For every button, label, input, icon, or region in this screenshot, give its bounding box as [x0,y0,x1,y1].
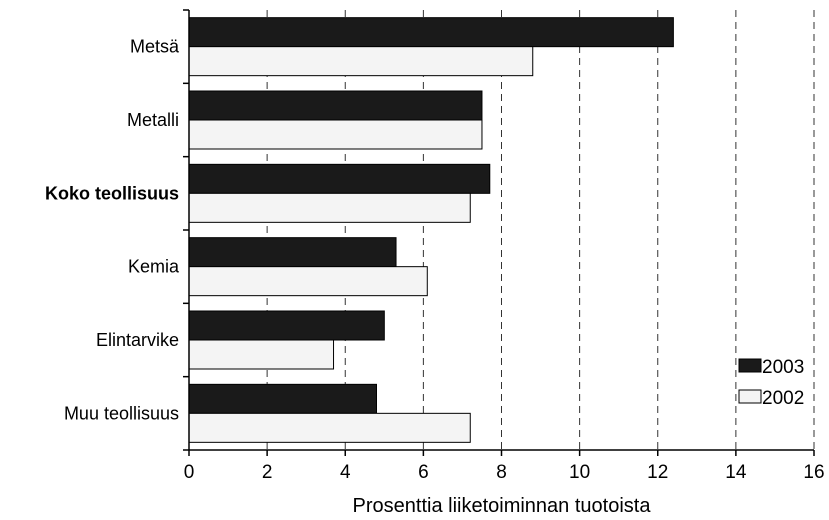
x-tick-label: 16 [803,462,824,483]
x-tick-labels: 0 2 4 6 8 10 12 14 16 [184,462,825,483]
bar-2002-3 [188,266,428,297]
category-label: Metsä [130,37,180,57]
x-tick-label: 2 [262,462,273,483]
legend-label-2002: 2002 [762,388,804,409]
category-label: Koko teollisuus [45,183,179,203]
x-tick-label: 14 [725,462,747,483]
bar-2003-2 [188,163,491,194]
x-tick-label: 0 [184,462,195,483]
bar-2002-1 [188,119,483,150]
x-tick-label: 6 [418,462,429,483]
legend-label-2003: 2003 [762,357,804,378]
legend-swatch-2002 [738,389,762,404]
bars [188,17,674,443]
bar-2003-5 [188,383,377,414]
gridlines [266,10,815,450]
x-tick-label: 8 [496,462,507,483]
bar-2003-4 [188,310,385,341]
legend-swatch-2003 [738,358,762,373]
bar-2002-0 [188,46,534,77]
bar-2003-0 [188,17,674,48]
legend: 2003 2002 [738,357,804,409]
category-label: Elintarvike [96,330,179,350]
category-labels: Metsä Metalli Koko teollisuus Kemia Elintarv… [45,37,180,424]
axes [183,9,815,456]
x-tick-label: 4 [340,462,351,483]
bar-2003-3 [188,237,397,268]
x-tick-label: 10 [569,462,590,483]
x-tick-label: 12 [647,462,668,483]
category-label: Metalli [127,110,179,130]
bar-2003-1 [188,90,483,121]
bar-2002-4 [188,339,335,370]
category-label: Muu teollisuus [64,403,179,423]
x-axis-title: Prosenttia liiketoiminnan tuotoista [353,495,652,517]
bar-2002-5 [188,412,471,443]
bar-2002-2 [188,192,471,223]
category-label: Kemia [128,257,180,277]
